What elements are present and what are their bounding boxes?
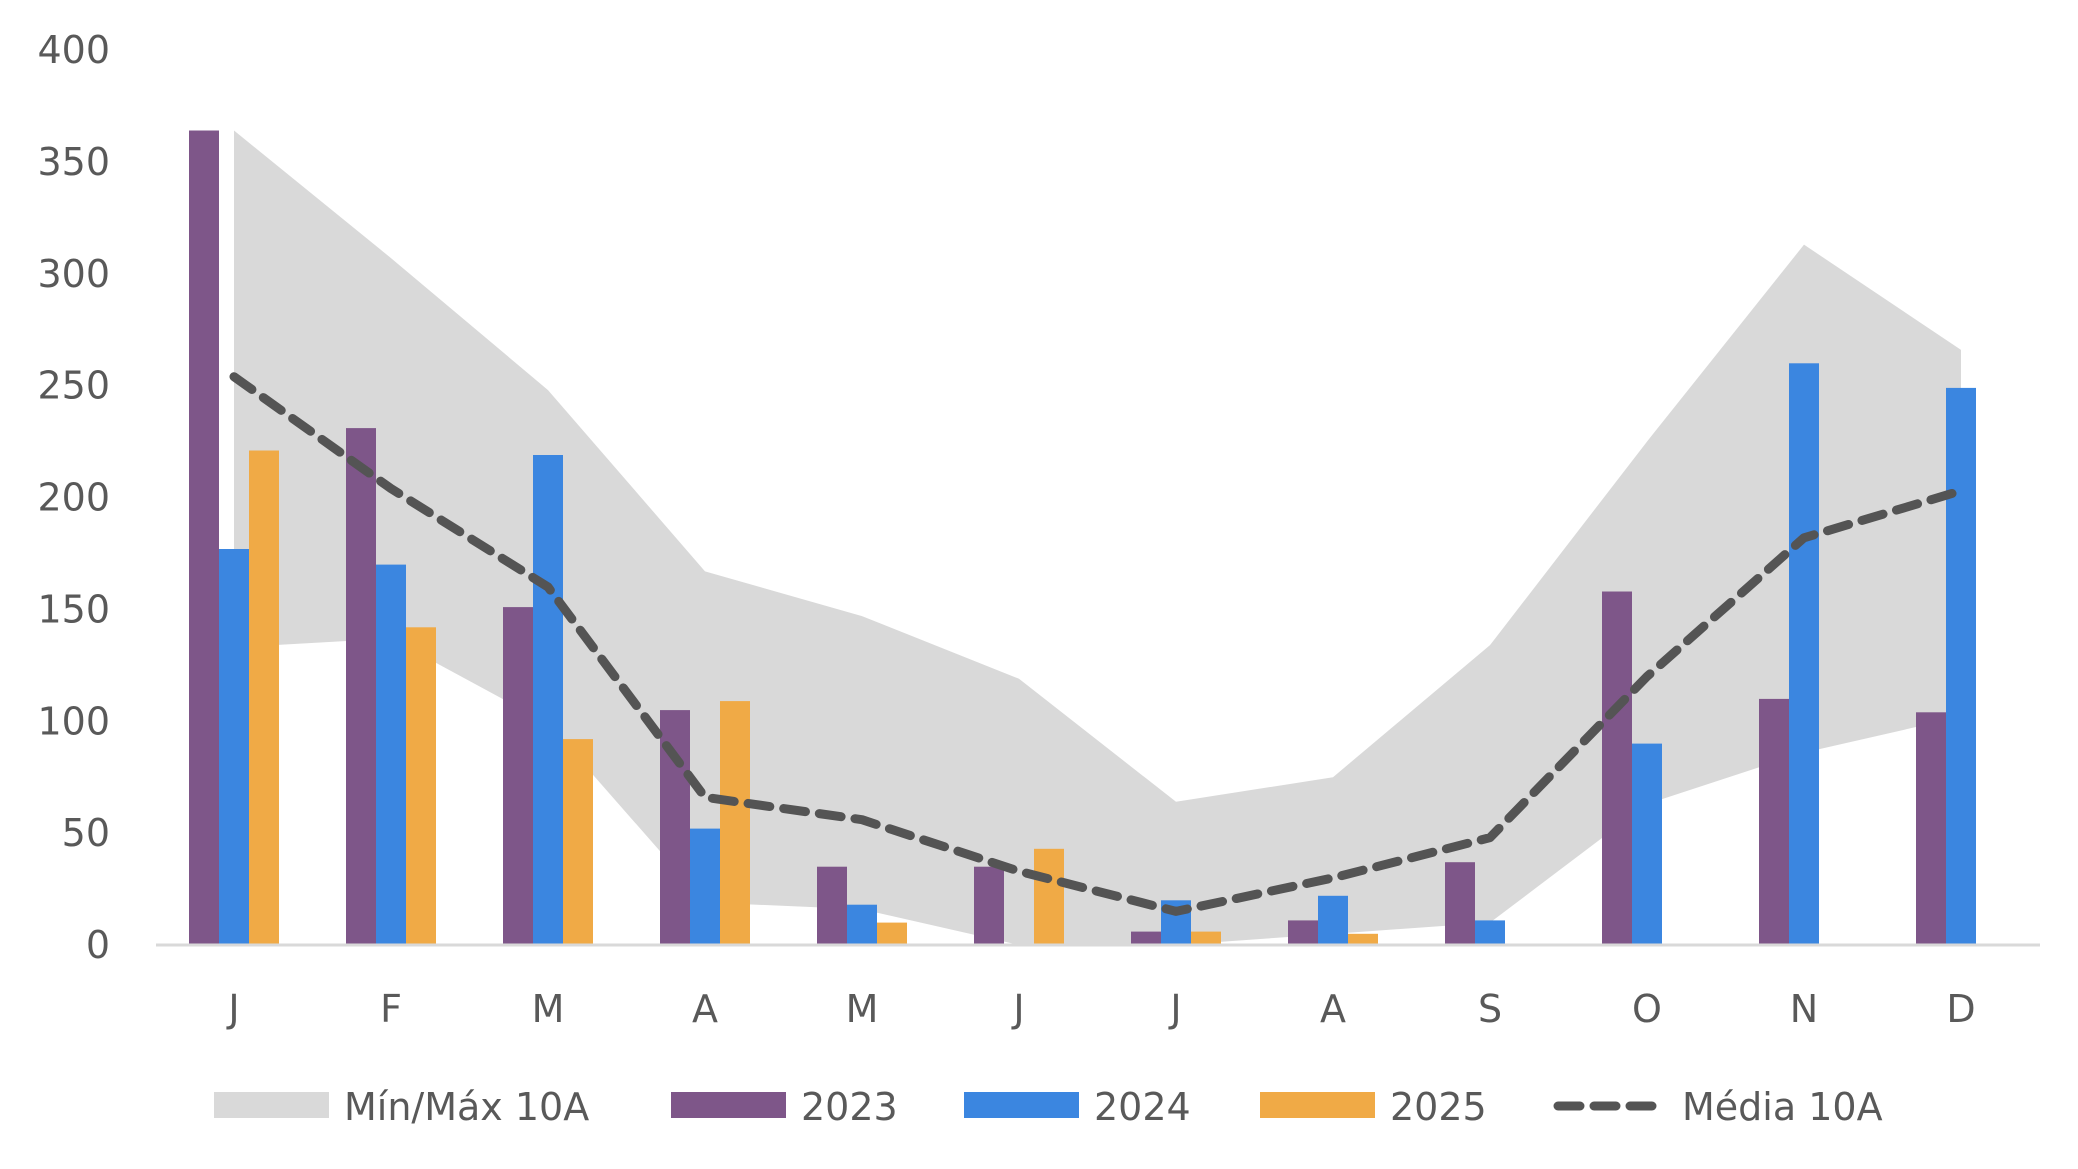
bar-2025-1 xyxy=(406,627,436,945)
x-tick-label: O xyxy=(1632,987,1662,1031)
y-tick-label: 0 xyxy=(86,923,110,967)
bar-2025-7 xyxy=(1348,933,1378,945)
bar-2025-4 xyxy=(877,922,907,945)
bar-2023-5 xyxy=(974,866,1004,945)
legend-swatch-3 xyxy=(1260,1092,1375,1118)
bar-2024-9 xyxy=(1632,743,1662,945)
bar-2023-1 xyxy=(346,428,376,946)
x-tick-label: M xyxy=(532,987,565,1031)
legend: Mín/Máx 10A 2023 2024 2025 Média 10A xyxy=(214,1085,1883,1129)
x-tick-label: D xyxy=(1946,987,1975,1031)
y-tick-label: 200 xyxy=(37,476,110,520)
bar-2024-0 xyxy=(219,549,249,945)
bar-2025-6 xyxy=(1191,931,1221,945)
bar-2023-0 xyxy=(189,130,219,945)
y-tick-label: 50 xyxy=(62,811,110,855)
legend-label-1: 2023 xyxy=(801,1085,898,1129)
bar-2023-11 xyxy=(1916,712,1946,945)
bar-2024-2 xyxy=(533,455,563,945)
bars-layer xyxy=(189,130,1976,946)
x-tick-label: M xyxy=(846,987,879,1031)
average-line xyxy=(229,372,1966,916)
legend-swatch-1 xyxy=(671,1092,786,1118)
x-tick-label: J xyxy=(226,987,239,1031)
bar-2025-0 xyxy=(249,450,279,945)
legend-swatch-0 xyxy=(214,1092,329,1118)
legend-label-2: 2024 xyxy=(1094,1085,1191,1129)
bar-2023-4 xyxy=(817,866,847,945)
bar-2023-7 xyxy=(1288,920,1318,945)
bar-2024-8 xyxy=(1475,920,1505,945)
bar-2025-3 xyxy=(720,701,750,945)
x-tick-label: A xyxy=(1320,987,1346,1031)
bar-2023-10 xyxy=(1759,698,1789,945)
bar-2023-2 xyxy=(503,607,533,945)
x-tick-label: F xyxy=(380,987,402,1031)
x-tick-label: J xyxy=(1168,987,1181,1031)
legend-label-0: Mín/Máx 10A xyxy=(344,1085,589,1129)
bar-2023-6 xyxy=(1131,931,1161,945)
y-tick-label: 400 xyxy=(37,28,110,72)
y-tick-label: 350 xyxy=(37,140,110,184)
bar-2024-1 xyxy=(376,564,406,945)
y-tick-label: 150 xyxy=(37,587,110,631)
y-tick-label: 250 xyxy=(37,364,110,408)
bar-2024-3 xyxy=(690,828,720,945)
bar-2024-7 xyxy=(1318,895,1348,945)
legend-label-4: Média 10A xyxy=(1682,1085,1883,1129)
x-tick-label: S xyxy=(1478,987,1502,1031)
bar-2024-4 xyxy=(847,904,877,945)
min-max-band-layer xyxy=(234,130,1961,946)
x-tick-label: A xyxy=(692,987,718,1031)
bar-2023-9 xyxy=(1602,591,1632,945)
y-tick-label: 100 xyxy=(37,699,110,743)
x-tick-label: J xyxy=(1011,987,1024,1031)
min-max-band xyxy=(234,130,1961,946)
bar-2023-8 xyxy=(1445,862,1475,945)
y-tick-label: 300 xyxy=(37,252,110,296)
bar-2024-11 xyxy=(1946,387,1976,945)
average-line-layer xyxy=(229,372,1966,916)
legend-swatch-2 xyxy=(964,1092,1079,1118)
legend-label-3: 2025 xyxy=(1390,1085,1487,1129)
bar-2025-2 xyxy=(563,739,593,945)
x-tick-label: N xyxy=(1790,987,1818,1031)
y-tick-labels: 0 50 100 150 200 250 300 350 400 xyxy=(37,28,110,967)
bar-2025-5 xyxy=(1034,848,1064,945)
bar-2024-10 xyxy=(1789,363,1819,946)
